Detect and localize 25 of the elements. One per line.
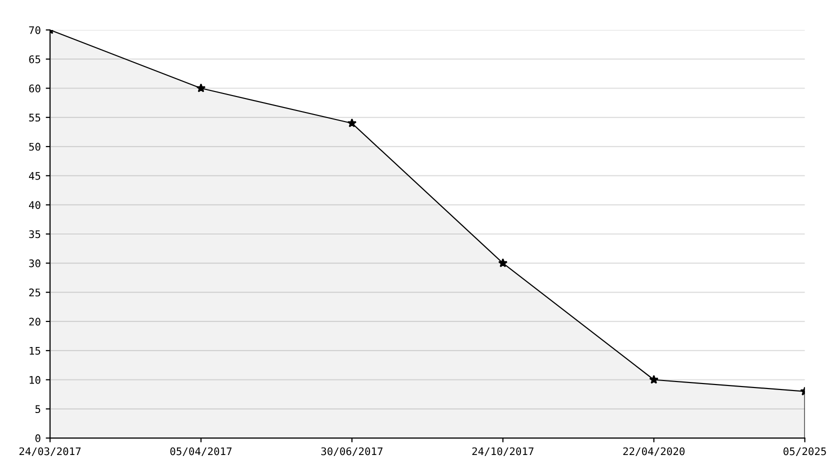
y-tick-label: 40: [28, 201, 40, 209]
y-tick-label: 20: [29, 318, 40, 326]
y-tick-label: 55: [29, 114, 40, 122]
y-tick-label: 25: [29, 288, 40, 296]
y-tick-label: 60: [29, 84, 40, 92]
x-tick-label: 22/04/2020: [623, 447, 685, 456]
x-tick-label: 05/2025: [784, 447, 826, 456]
y-tick-label: 0: [35, 434, 40, 442]
y-tick-label: 35: [29, 230, 40, 238]
point: [196, 83, 206, 92]
y-tick-label: 15: [30, 346, 40, 355]
y-tick-label: 10: [30, 376, 40, 384]
y-tick-label: 5: [35, 405, 40, 414]
y-tick-label: 45: [28, 172, 40, 180]
y-tick-label: 30: [29, 259, 40, 268]
point: [347, 118, 357, 128]
y-tick-label: 70: [29, 26, 40, 34]
x-tick-label: 24/03/2017: [19, 447, 81, 456]
point: [649, 374, 659, 384]
point: [498, 258, 508, 268]
y-tick-label: 50: [29, 142, 40, 151]
x-tick-label: 05/04/2017: [170, 447, 232, 456]
y-tick-label: 65: [29, 55, 40, 64]
x-tick-label: 30/06/2017: [321, 447, 383, 456]
x-tick-label: 24/10/2017: [472, 447, 534, 456]
